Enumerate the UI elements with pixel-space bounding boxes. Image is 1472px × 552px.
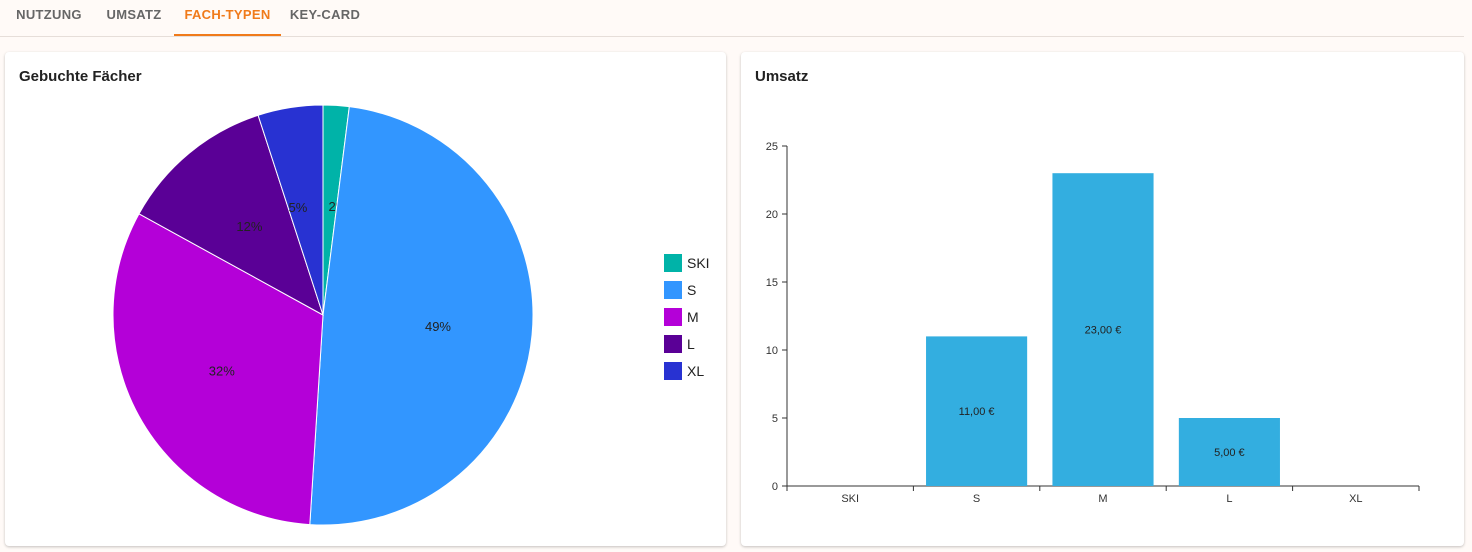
- pie-slice-s[interactable]: [309, 106, 534, 526]
- x-tick-label-xl: XL: [1349, 493, 1362, 505]
- legend-label-s: S: [687, 282, 696, 298]
- bar-label-s: 11,00 €: [959, 406, 995, 418]
- legend-swatch-l: [664, 335, 682, 353]
- y-tick-label: 25: [766, 141, 778, 153]
- pie-slice-label-s: 49%: [425, 319, 451, 334]
- x-tick-label-s: S: [973, 493, 980, 505]
- tab-bar: NUTZUNG UMSATZ FACH-TYPEN KEY-CARD: [0, 0, 1464, 37]
- tab-key-card[interactable]: KEY-CARD: [289, 7, 361, 22]
- bar-m[interactable]: [1052, 173, 1154, 486]
- x-tick-label-ski: SKI: [841, 493, 859, 505]
- pie-slice-label-m: 32%: [209, 364, 235, 379]
- y-tick-label: 5: [772, 413, 778, 425]
- pie-chart-title: Gebuchte Fächer: [19, 68, 142, 85]
- bar-chart: 0 5 10 15 20 25 SKI S 11,00 € M 23,00 € L 5,00 € XL: [766, 141, 1420, 505]
- pie-slice-label-xl: 5%: [289, 200, 308, 215]
- pie-slice-l[interactable]: [138, 114, 324, 317]
- y-tick-label: 15: [766, 277, 778, 289]
- pie-slice-m[interactable]: [112, 213, 324, 526]
- bar-chart-title: Umsatz: [755, 68, 809, 85]
- y-tick-label: 20: [766, 209, 778, 221]
- pie-slice-label-l: 12%: [236, 219, 262, 234]
- legend-label-xl: XL: [687, 363, 704, 379]
- bar-s[interactable]: [926, 336, 1028, 486]
- tab-umsatz[interactable]: UMSATZ: [106, 7, 162, 22]
- pie-slice-xl[interactable]: [257, 104, 324, 316]
- tab-fach-typen[interactable]: FACH-TYPEN: [174, 0, 281, 36]
- legend-label-l: L: [687, 336, 695, 352]
- bar-label-l: 5,00 €: [1214, 447, 1245, 459]
- x-tick-label-m: M: [1098, 493, 1107, 505]
- legend-label-m: M: [687, 309, 699, 325]
- tab-nutzung[interactable]: NUTZUNG: [16, 7, 82, 22]
- y-tick-label: 10: [766, 345, 778, 357]
- bar-l[interactable]: [1178, 418, 1280, 486]
- legend-swatch-m: [664, 308, 682, 326]
- legend-swatch-s: [664, 281, 682, 299]
- legend-swatch-ski: [664, 254, 682, 272]
- bar-label-m: 23,00 €: [1085, 325, 1122, 337]
- x-tick-label-l: L: [1226, 493, 1232, 505]
- y-tick-label: 0: [772, 481, 778, 493]
- legend-swatch-xl: [664, 362, 682, 380]
- legend-label-ski: SKI: [687, 255, 710, 271]
- bar-chart-card: Umsatz 0 5 10 15 20 25 SKI S 11,00 € M 23,00 € L 5,0…: [741, 52, 1464, 546]
